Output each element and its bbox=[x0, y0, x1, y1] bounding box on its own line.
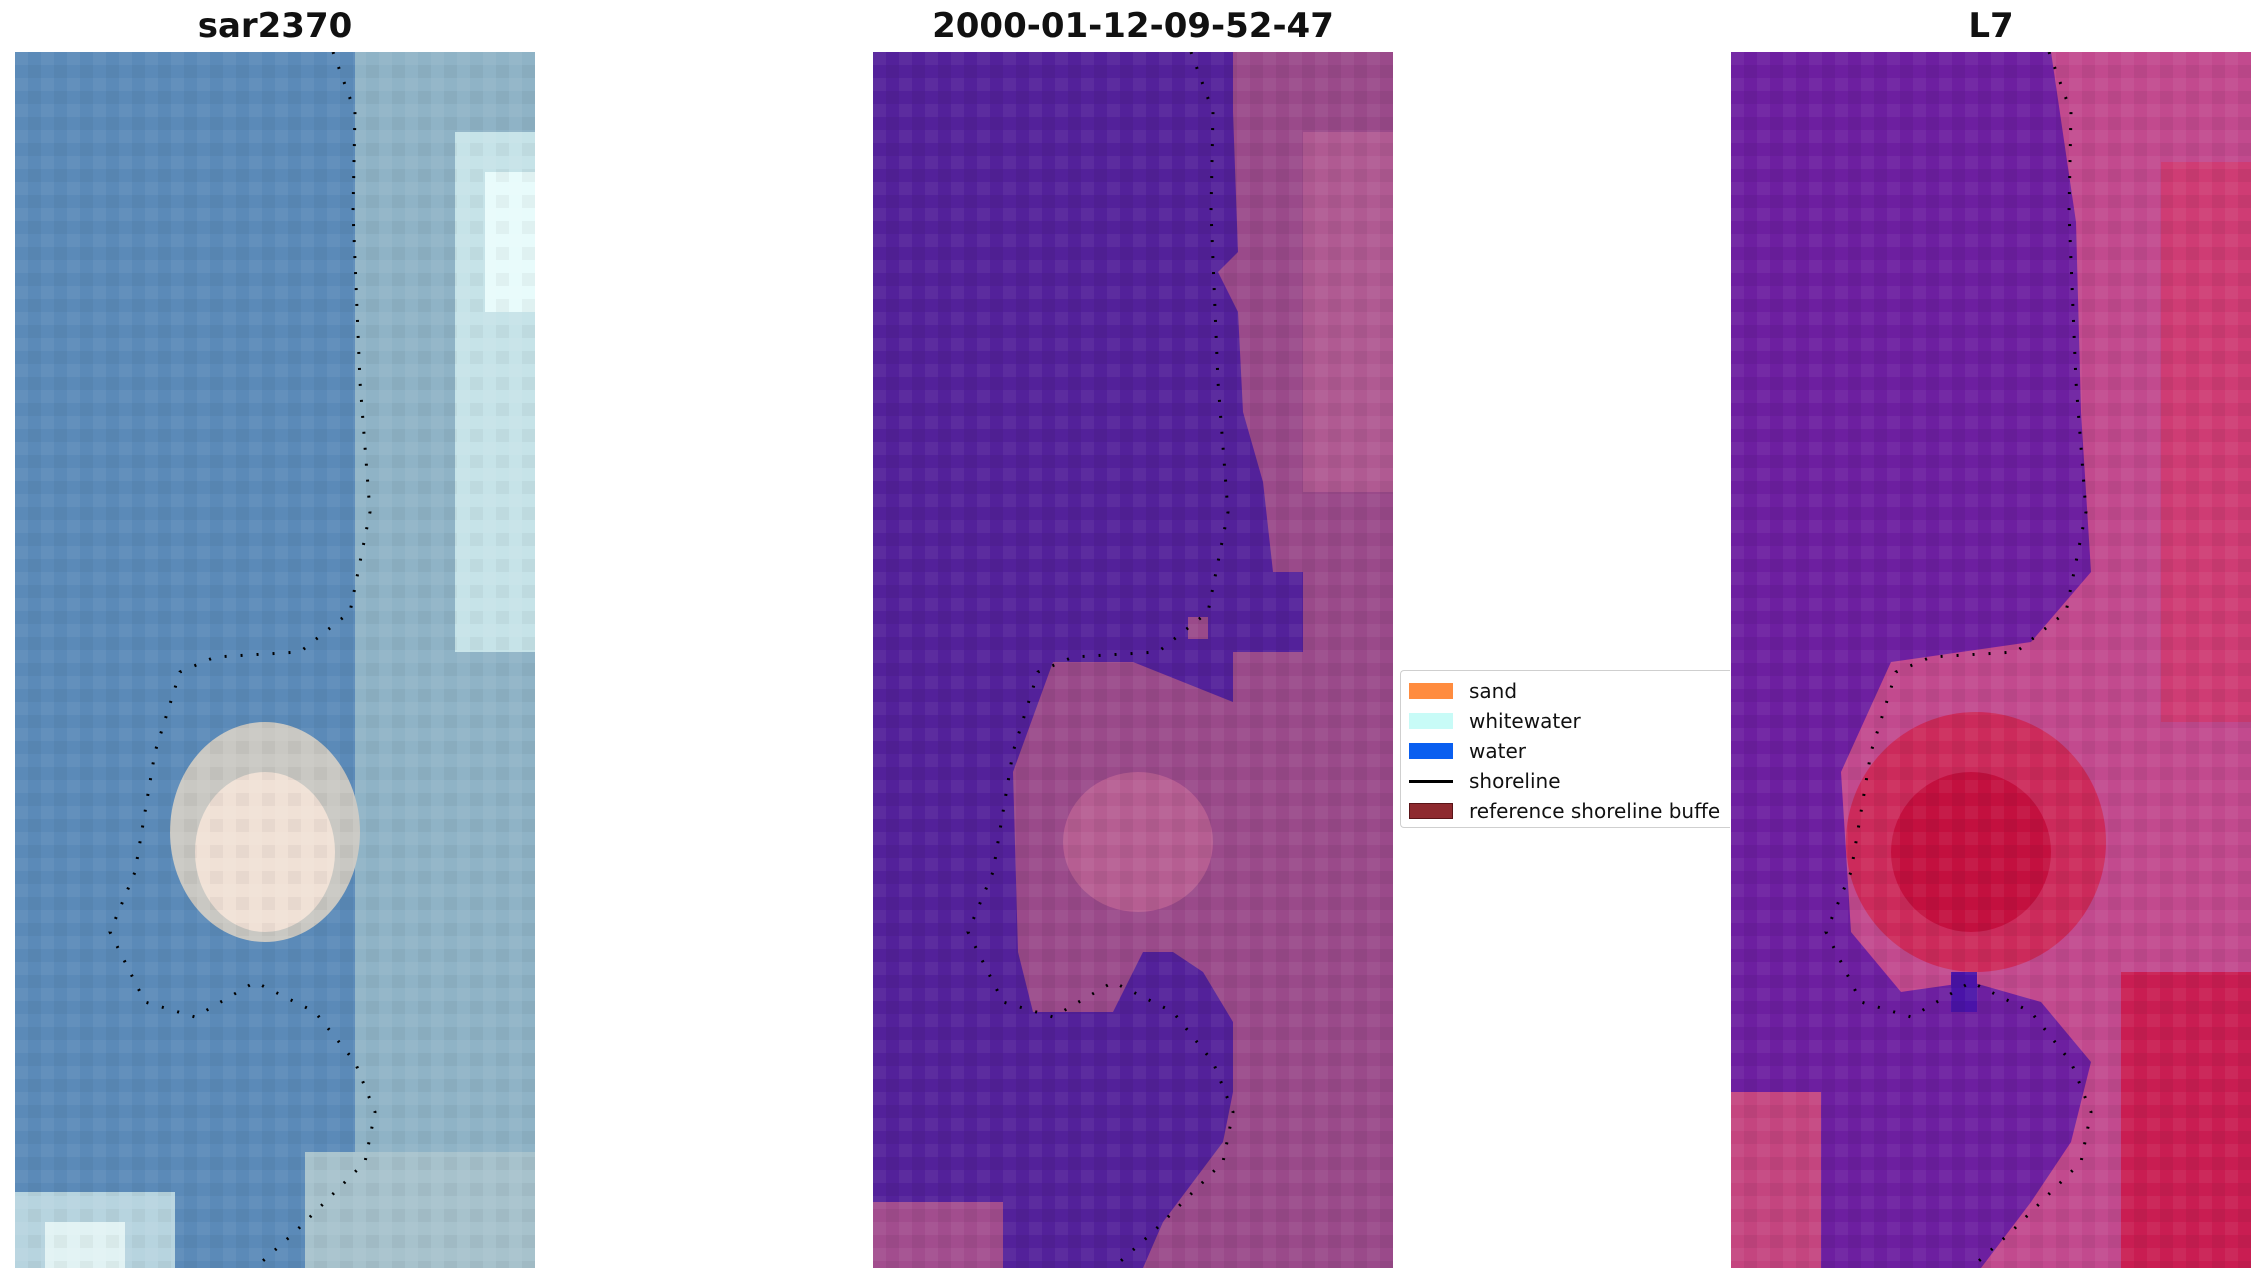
panel-title-sensor: L7 bbox=[1968, 6, 2014, 46]
buffer-swatch-icon bbox=[1409, 803, 1453, 819]
classified-image-panel bbox=[873, 52, 1393, 1268]
index-image-panel bbox=[1731, 52, 2251, 1268]
legend-item-shoreline: shoreline bbox=[1409, 769, 1561, 793]
rgb-image bbox=[15, 52, 535, 1268]
water-swatch-icon bbox=[1409, 743, 1453, 759]
legend-label: reference shoreline buffe bbox=[1469, 799, 1721, 823]
legend-item-reference-buffer: reference shoreline buffe bbox=[1409, 799, 1720, 823]
sand-swatch-icon bbox=[1409, 683, 1453, 699]
legend-label: whitewater bbox=[1469, 709, 1581, 733]
legend-label: shoreline bbox=[1469, 769, 1561, 793]
legend-item-whitewater: whitewater bbox=[1409, 709, 1581, 733]
shoreline-line-icon bbox=[1409, 779, 1453, 783]
panel-title-rgb: sar2370 bbox=[197, 6, 353, 46]
whitewater-swatch-icon bbox=[1409, 713, 1453, 729]
panel-title-date: 2000-01-12-09-52-47 bbox=[932, 6, 1334, 46]
legend-label: sand bbox=[1469, 679, 1518, 703]
legend-label: water bbox=[1469, 739, 1526, 763]
index-image bbox=[1731, 52, 2251, 1268]
classified-image bbox=[873, 52, 1393, 1268]
legend-item-sand: sand bbox=[1409, 679, 1517, 703]
legend: sand whitewater water shoreline referenc… bbox=[1400, 670, 1730, 828]
legend-item-water: water bbox=[1409, 739, 1526, 763]
rgb-image-panel bbox=[15, 52, 535, 1268]
